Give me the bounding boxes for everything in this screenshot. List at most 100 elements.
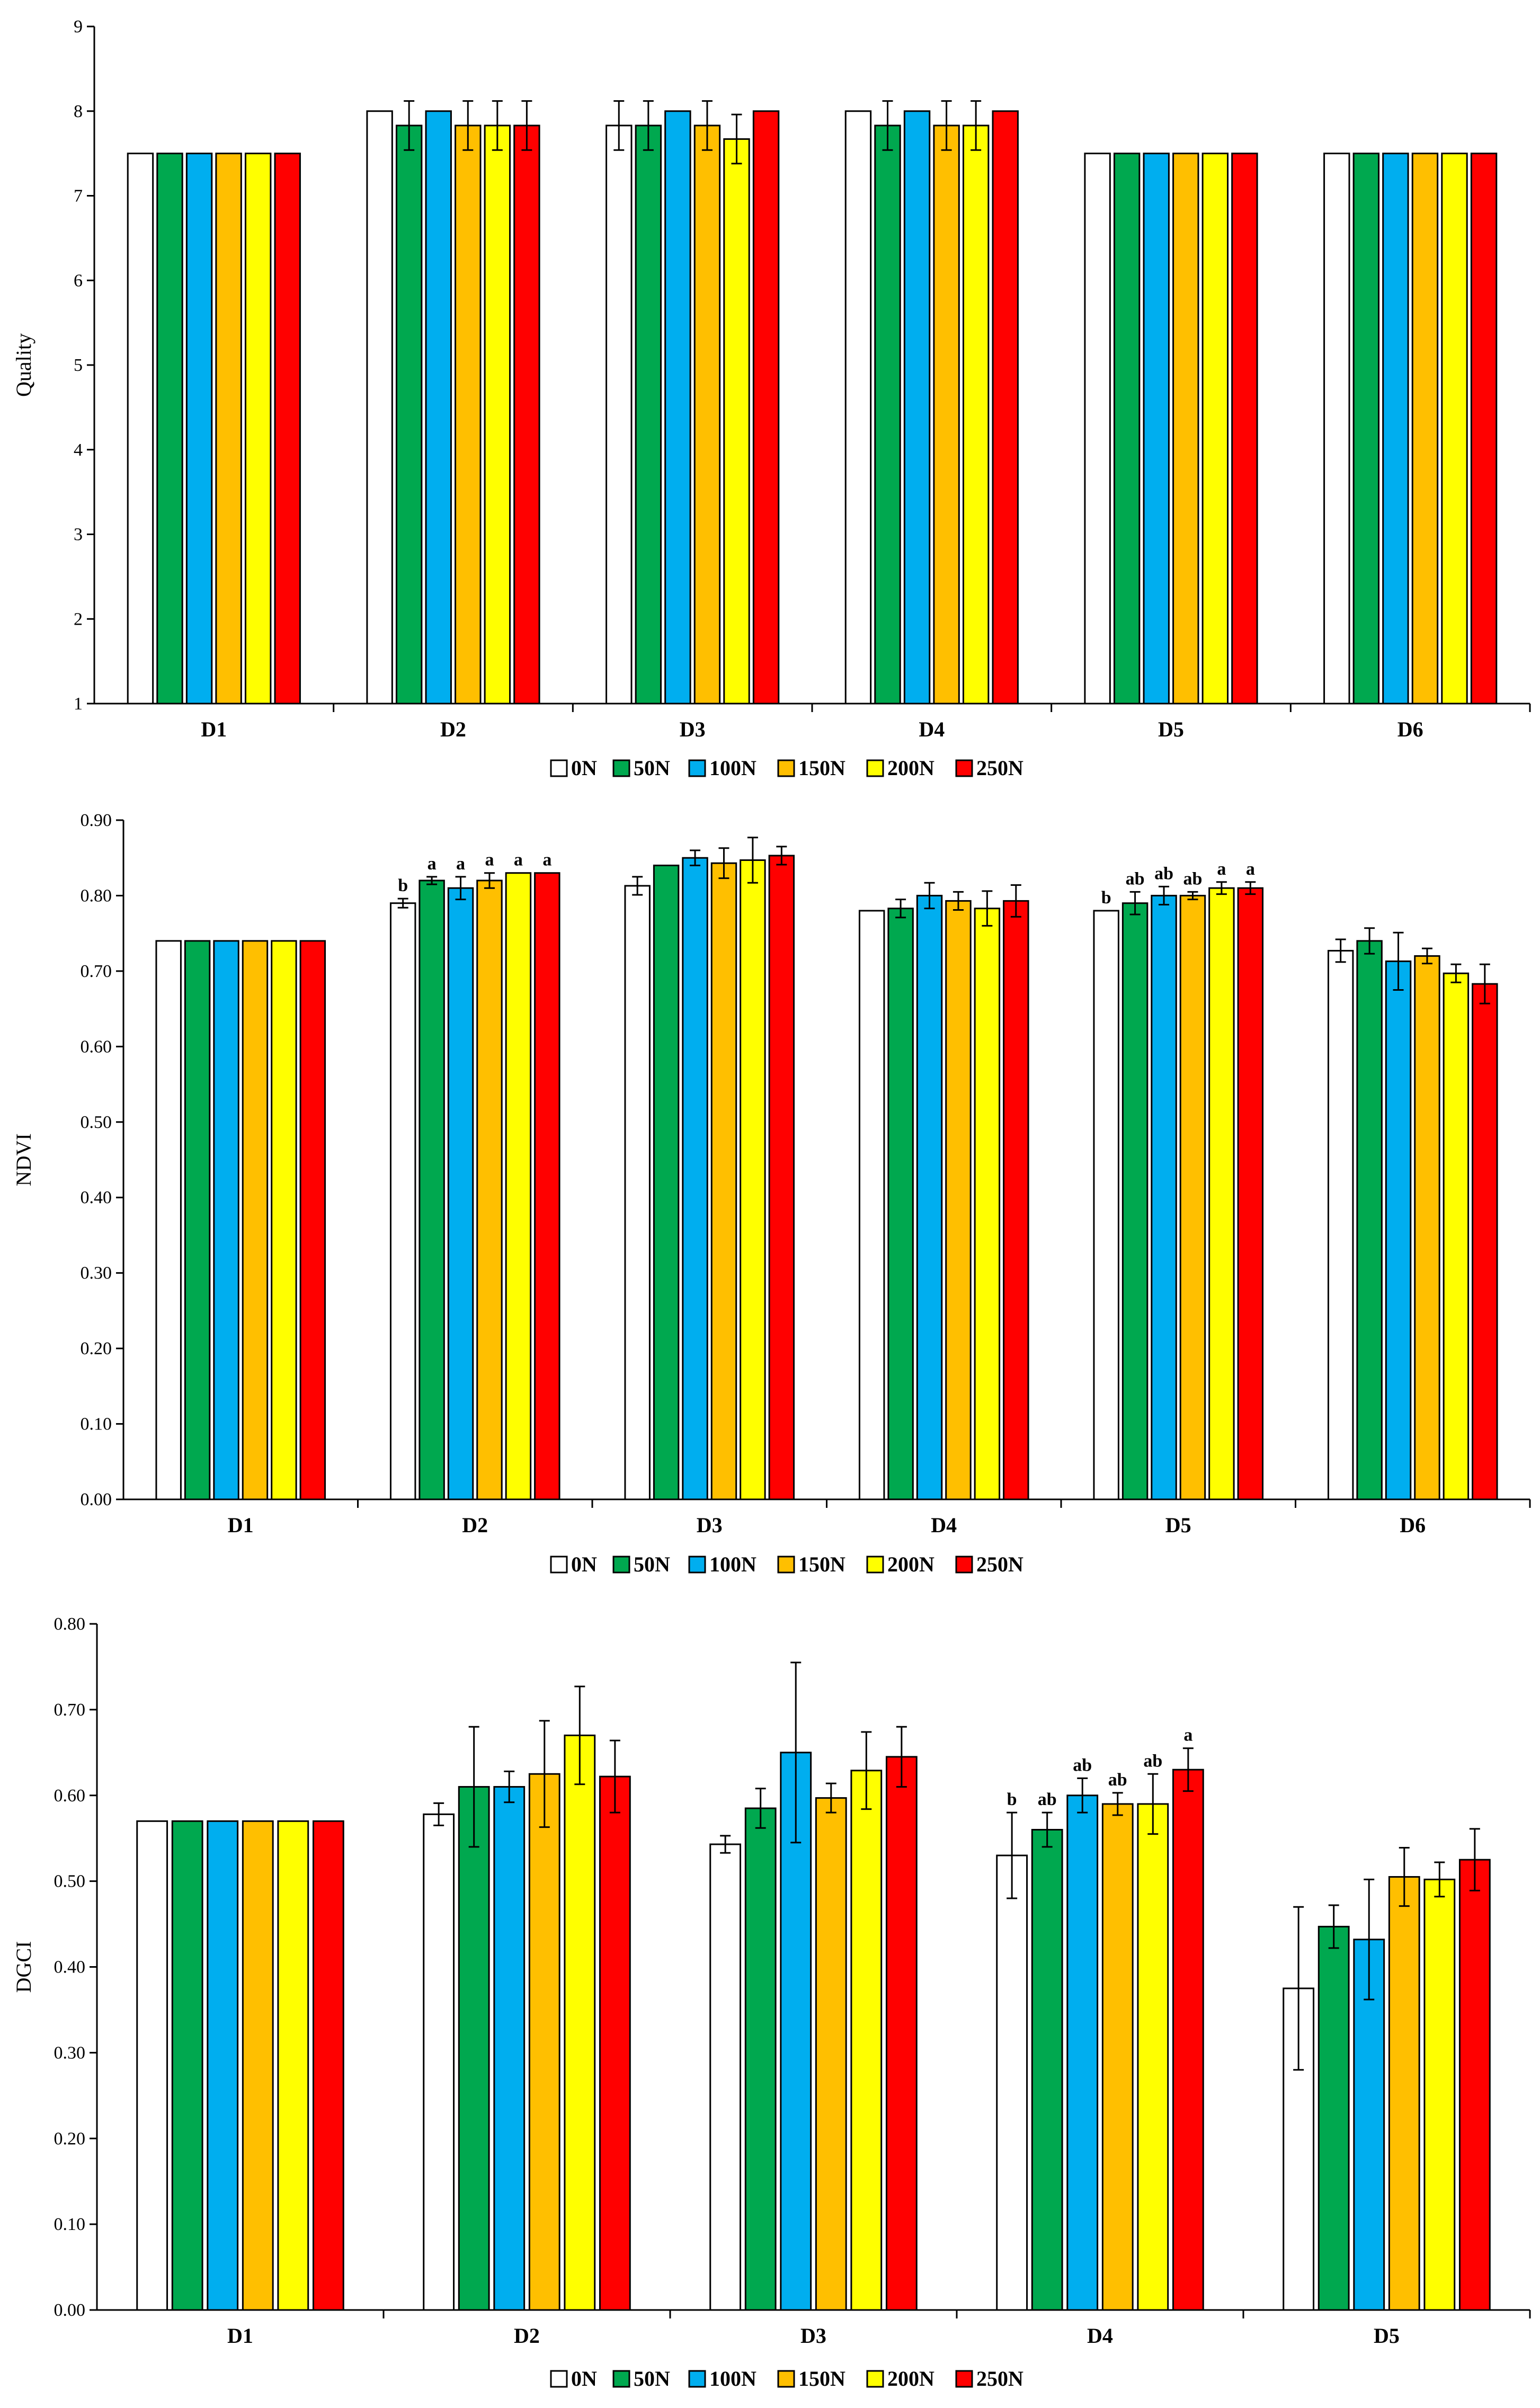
significance-letter: b [398,876,408,895]
y-tick-label: 5 [74,356,83,375]
legend-swatch-50N [612,759,630,777]
bar-200N-D6 [1443,972,1470,1500]
x-category-label: D1 [227,2324,253,2348]
bar-50N-D2 [395,125,423,705]
y-tick-label: 0.90 [81,811,112,830]
bar-0N-D4 [996,1854,1028,2311]
chart-1: 1 2 3 4 5 6 7 8 9 Quality D1 D2 D3 D4 D5 D6 0N 50N 100N 150… [12,17,1531,780]
bar-0N-D3 [606,125,633,705]
bar-200N-D1 [244,153,272,705]
legend-swatch-0N [550,759,568,777]
bar-50N-D6 [1356,940,1383,1500]
bar-50N-D5 [1121,902,1149,1500]
bar-100N-D2 [447,887,474,1500]
bar-100N-D5 [1353,1939,1385,2311]
y-tick-label: 0.30 [81,1264,112,1283]
bar-150N-D1 [242,940,269,1500]
significance-letter: a [456,854,465,874]
bar-100N-D1 [185,153,213,705]
bar-250N-D2 [513,125,540,705]
y-tick-label: 0.10 [54,2215,86,2234]
legend-label-50N: 50N [634,2367,670,2391]
bar-250N-D3 [885,1756,918,2311]
bar-200N-D5 [1423,1878,1456,2311]
x-category-label: D3 [697,1513,723,1537]
bar-0N-D4 [858,910,885,1500]
bar-50N-D3 [653,864,680,1500]
y-axis-label: DGCI [12,1941,35,1993]
significance-letter: a [1183,1726,1192,1745]
legend-label-100N: 100N [709,756,756,780]
bar-150N-D4 [945,900,972,1500]
bar-0N-D1 [136,1820,168,2311]
bar-50N-D5 [1318,1925,1350,2311]
bar-150N-D3 [693,125,721,705]
bar-0N-D5 [1084,153,1111,705]
bar-250N-D2 [599,1775,631,2311]
x-category-label: D3 [680,717,706,741]
x-category-label: D5 [1158,717,1184,741]
bar-150N-D5 [1172,153,1199,705]
legend-label-200N: 200N [887,756,934,780]
legend-label-50N: 50N [634,756,670,780]
y-tick-label: 0.70 [81,962,112,981]
bar-0N-D1 [155,940,182,1500]
bar-50N-D2 [419,879,445,1500]
legend-label-0N: 0N [571,1552,597,1576]
bar-100N-D4 [1066,1794,1099,2311]
bar-250N-D6 [1472,983,1498,1500]
bar-100N-D3 [780,1752,812,2311]
bar-200N-D5 [1208,887,1235,1500]
bar-0N-D2 [366,110,393,705]
bar-200N-D2 [505,872,532,1500]
legend-swatch-100N [688,1556,706,1574]
bar-100N-D6 [1382,153,1409,705]
bar-100N-D2 [493,1786,526,2311]
bar-150N-D1 [215,153,242,705]
legend-label-50N: 50N [634,1552,670,1576]
significance-letter: ab [1183,869,1203,888]
bar-100N-D5 [1143,153,1170,705]
bar-250N-D5 [1237,887,1264,1500]
bar-0N-D3 [709,1843,742,2311]
x-category-label: D1 [201,717,227,741]
bar-100N-D5 [1151,894,1177,1500]
legend-swatch-0N [550,2370,568,2388]
bar-100N-D3 [664,110,691,705]
x-category-label: D4 [919,717,945,741]
legend-swatch-200N [866,2370,884,2388]
bar-250N-D2 [534,872,560,1500]
y-tick-label: 2 [74,609,83,629]
significance-letter: ab [1108,1770,1127,1790]
bar-50N-D3 [744,1807,777,2311]
legend: 0N 50N 100N 150N 200N 250N [550,1552,1023,1576]
bar-150N-D3 [710,862,737,1500]
y-tick-label: 0.60 [81,1037,112,1056]
bar-200N-D3 [740,859,766,1500]
significance-letter: ab [1038,1790,1057,1809]
legend-swatch-50N [612,1556,630,1574]
bar-200N-D2 [564,1734,596,2311]
y-tick-label: 0.70 [54,1700,86,1720]
bar-0N-D5 [1093,910,1119,1500]
bar-250N-D6 [1470,153,1498,705]
y-tick-label: 0.30 [54,2043,86,2063]
bar-50N-D1 [171,1820,203,2311]
bar-250N-D5 [1231,153,1258,705]
bar-200N-D6 [1441,153,1468,705]
legend-swatch-200N [866,759,884,777]
bar-50N-D4 [1031,1829,1063,2311]
chart-2: 0.00 0.10 0.20 0.30 0.40 0.50 0.60 0.70 0.80 0.90… [12,811,1531,1576]
significance-letter: a [542,850,551,870]
x-category-label: D2 [514,2324,540,2348]
bar-0N-D6 [1327,949,1354,1500]
x-category-label: D1 [228,1513,254,1537]
x-category-label: D6 [1397,717,1423,741]
bar-50N-D6 [1352,153,1380,705]
y-tick-label: 0.80 [81,886,112,905]
x-category-label: D2 [462,1513,488,1537]
y-tick-label: 0.80 [54,1614,86,1634]
legend-label-150N: 150N [798,756,845,780]
bar-50N-D1 [156,153,183,705]
